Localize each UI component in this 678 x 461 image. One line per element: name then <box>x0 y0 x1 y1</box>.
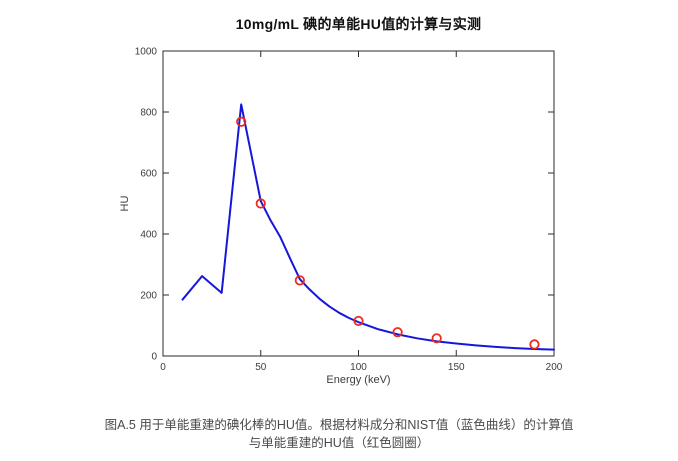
scatter-point-measured <box>236 116 247 127</box>
scatter-point-measured <box>392 327 403 338</box>
scatter-point-measured <box>294 275 305 286</box>
x-tick-label: 100 <box>350 362 367 373</box>
scatter-point-measured <box>255 198 266 209</box>
x-tick-label: 150 <box>448 362 465 373</box>
scatter-point-measured <box>353 315 364 327</box>
y-tick-label: 0 <box>151 352 157 363</box>
chart-title: 10mg/mL 碘的单能HU值的计算与实测 <box>235 16 482 32</box>
y-axis-label: HU <box>119 196 131 212</box>
x-axis-label: Energy (keV) <box>326 374 390 386</box>
y-tick-label: 800 <box>140 108 157 119</box>
y-tick-label: 600 <box>140 169 157 180</box>
y-tick-label: 1000 <box>135 47 158 58</box>
x-tick-label: 0 <box>160 362 166 373</box>
caption-line-2: 与单能重建的HU值（红色圆圈） <box>248 436 430 450</box>
y-tick-label: 400 <box>140 230 157 241</box>
hu-vs-energy-chart: 0 50 100 150 200 0 200 400 600 800 1000 Energy (keV… <box>119 47 563 387</box>
x-tick-label: 50 <box>255 362 267 373</box>
line-series-calculated <box>181 103 555 351</box>
y-tick-label: 200 <box>140 291 157 302</box>
scatter-point-measured <box>431 333 442 344</box>
axis-box <box>162 50 555 357</box>
caption-line-1: 图A.5 用于单能重建的碘化棒的HU值。根据材料成分和NIST值（蓝色曲线）的计… <box>104 418 574 432</box>
figure-caption: 图A.5 用于单能重建的碘化棒的HU值。根据材料成分和NIST值（蓝色曲线）的计… <box>0 416 678 452</box>
x-tick-label: 200 <box>546 362 563 373</box>
scatter-point-measured <box>529 339 540 350</box>
